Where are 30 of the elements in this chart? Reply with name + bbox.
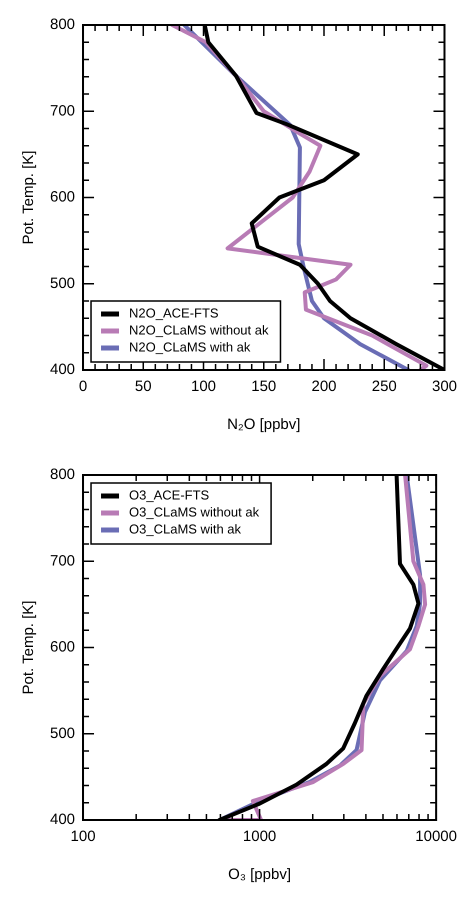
x-tick-label: 200 bbox=[311, 378, 337, 396]
y-tick-label: 700 bbox=[50, 102, 76, 120]
x-tick-label: 300 bbox=[432, 378, 457, 396]
x-tick-label: 100 bbox=[191, 378, 216, 396]
x-tick-label: 50 bbox=[134, 378, 152, 396]
x-tick-label: 250 bbox=[372, 378, 397, 396]
y-tick-label: 500 bbox=[50, 724, 76, 742]
y-tick-label: 500 bbox=[50, 274, 76, 292]
legend-label: N2O_ACE-FTS bbox=[129, 306, 219, 321]
y-tick-label: 400 bbox=[50, 361, 76, 378]
x-axis-title: N₂O [ppbv] bbox=[227, 416, 300, 434]
y-tick-label: 700 bbox=[50, 552, 76, 570]
legend-label: N2O_CLaMS with ak bbox=[129, 340, 251, 355]
x-tick-label: 100 bbox=[70, 828, 96, 846]
y-tick-label: 800 bbox=[50, 16, 76, 34]
x-tick-label: 150 bbox=[251, 378, 276, 396]
legend-label: O3_ACE-FTS bbox=[129, 488, 210, 503]
legend-label: N2O_CLaMS without ak bbox=[129, 322, 269, 338]
y-tick-label: 600 bbox=[50, 188, 76, 206]
x-tick-label: 10000 bbox=[415, 828, 458, 846]
x-tick-label: 0 bbox=[78, 378, 88, 396]
legend-label: O3_CLaMS with ak bbox=[129, 522, 242, 537]
y-axis-title: Pot. Temp. [K] bbox=[20, 150, 38, 244]
y-axis-title: Pot. Temp. [K] bbox=[20, 600, 38, 694]
legend-label: O3_CLaMS without ak bbox=[129, 504, 260, 520]
x-tick-label: 1000 bbox=[242, 828, 276, 846]
x-axis-title: O₃ [ppbv] bbox=[228, 866, 291, 884]
y-tick-label: 600 bbox=[50, 638, 76, 656]
y-tick-label: 400 bbox=[50, 811, 76, 828]
y-tick-label: 800 bbox=[50, 466, 76, 484]
